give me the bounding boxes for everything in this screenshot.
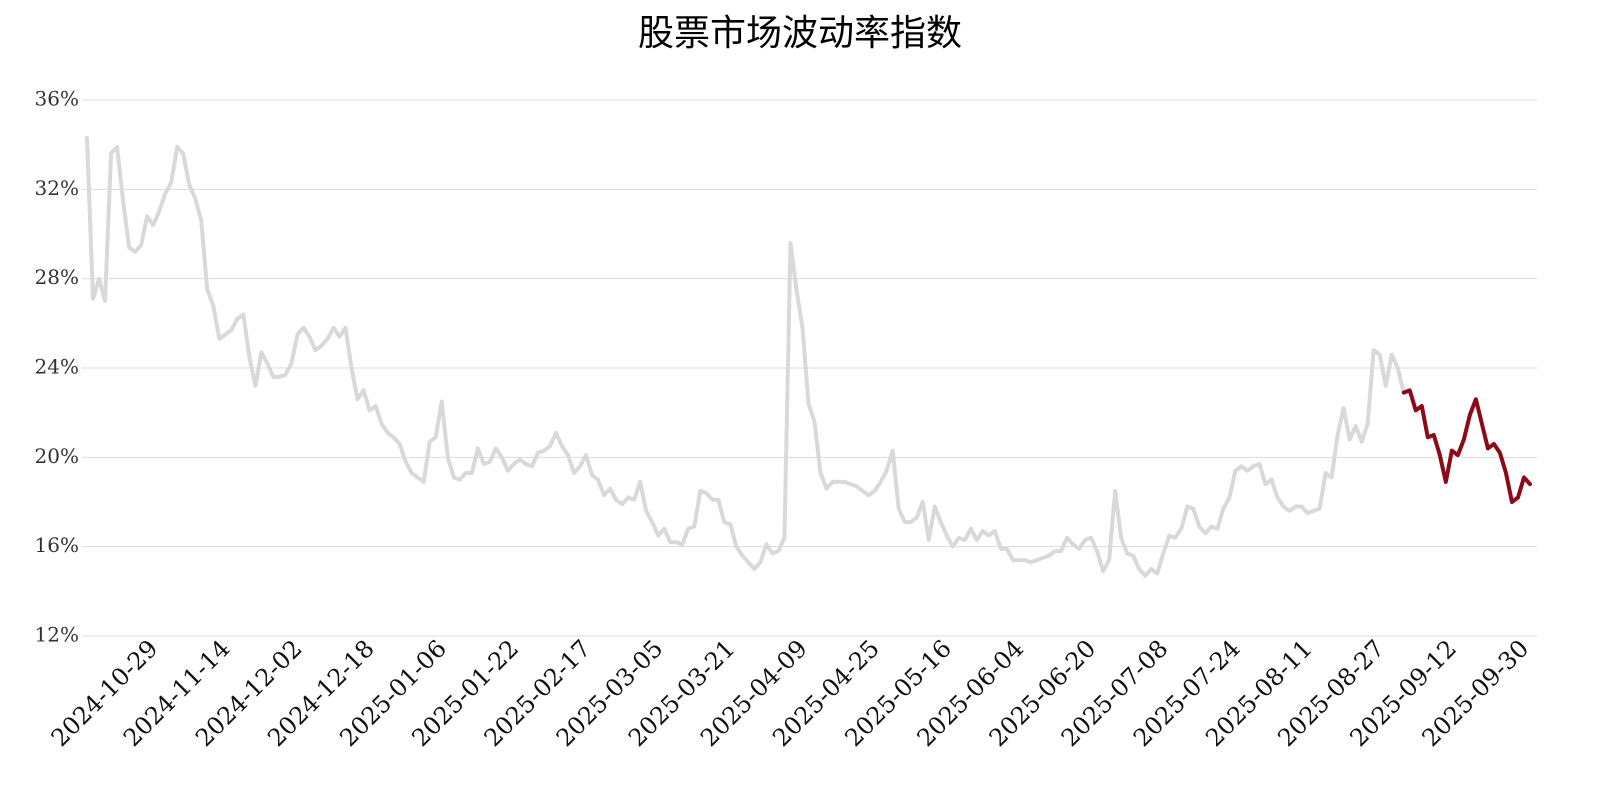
y-tick-label: 12% [35,623,79,647]
chart-title: 股票市场波动率指数 [638,13,962,54]
y-tick-label: 16% [35,533,79,557]
series-line [1401,388,1532,504]
y-tick-label: 32% [35,176,79,200]
y-tick-label: 20% [35,444,79,468]
y-tick-label: 28% [35,265,79,289]
series-line [85,135,1406,578]
y-tick-label: 36% [35,87,79,111]
y-tick-label: 24% [35,355,79,379]
